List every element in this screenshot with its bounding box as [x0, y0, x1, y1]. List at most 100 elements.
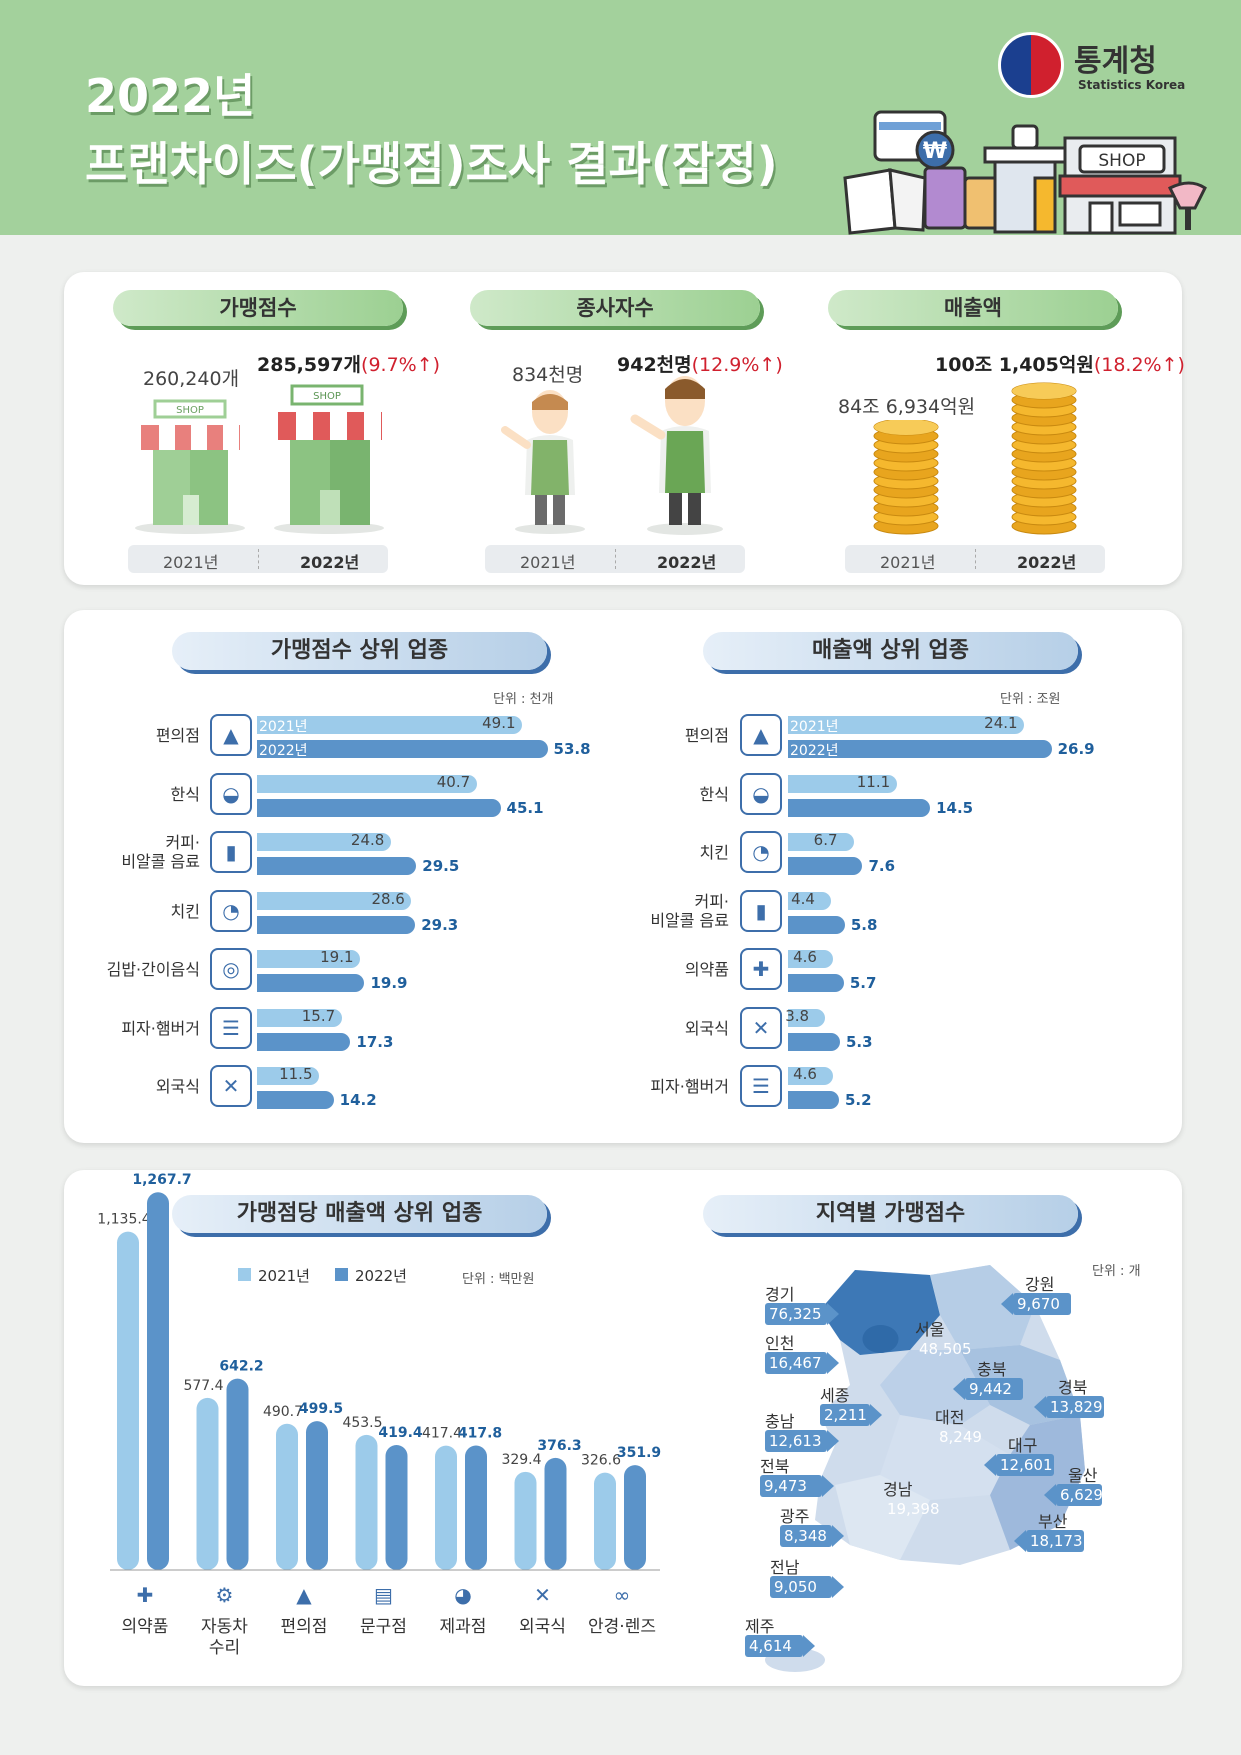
region-value: 18,173 [1014, 1530, 1084, 1552]
bar-2021 [257, 1008, 342, 1027]
bar-2022 [385, 1445, 408, 1570]
bar-2022 [465, 1445, 487, 1570]
region-name: 제주 [745, 1617, 775, 1636]
bar-2021 [788, 774, 897, 793]
statistics-korea-logo: 통계청 Statistics Korea [998, 30, 1198, 100]
bar-2022 [788, 798, 931, 817]
region-value: 48,505 [919, 1340, 972, 1358]
value-2022: 14.2 [339, 1091, 377, 1109]
value-2021: 49.1 [482, 714, 516, 732]
bar-category-label: 치킨 [170, 901, 200, 921]
chart3-title: 가맹점당 매출액 상위 업종 [172, 1195, 547, 1233]
cup-icon: ▮ [740, 889, 782, 932]
won-icon: ₩ [923, 139, 947, 164]
bar-2022 [257, 1091, 334, 1109]
category-label: 문구점 [360, 1617, 407, 1637]
region-value: 4,614 [745, 1635, 815, 1657]
burger-icon: ☰ [740, 1065, 782, 1107]
value-2022: 419.4 [378, 1425, 423, 1441]
region-value: 6,629 [1044, 1484, 1103, 1506]
bar-category-label: 의약품 [684, 960, 729, 979]
region-name: 전남 [770, 1558, 800, 1577]
value-2022: 45.1 [506, 798, 544, 817]
bakery-icon: ◕ [454, 1583, 472, 1607]
value-2022: 14.5 [936, 798, 974, 817]
bar-2021 [257, 1067, 320, 1085]
bar-2021 [257, 891, 412, 910]
value-2021: 11.5 [279, 1065, 313, 1083]
shop-street-illustration: ₩ SHOP [843, 110, 1207, 235]
value-2022: 642.2 [219, 1359, 263, 1375]
bar-category-label: 피자·햄버거 [121, 1018, 200, 1038]
sales-change: (18.2%↑) [1093, 354, 1185, 376]
region-value: 8,249 [939, 1428, 982, 1446]
logo-korean: 통계청 [1074, 44, 1157, 79]
legend-2021-label: 2021년 [258, 1267, 310, 1285]
series-2022-label: 2022년 [259, 743, 308, 759]
region-value: 9,473 [760, 1475, 834, 1497]
region-value: 9,442 [953, 1378, 1023, 1400]
value-2022: 5.2 [844, 1091, 872, 1109]
region-value: 9,670 [1001, 1293, 1071, 1315]
bar-2022 [788, 857, 863, 875]
region-name: 전북 [760, 1457, 790, 1476]
shop-2022-icon: SHOP [274, 384, 384, 534]
region-value: 2,211 [820, 1404, 882, 1426]
category-label: 편의점 [280, 1617, 328, 1637]
bar-category-label: 편의점 [684, 726, 729, 745]
workers-2022-value: 942천명(12.9%↑) [617, 354, 783, 376]
region-name: 울산 [1068, 1466, 1098, 1485]
region-value: 16,467 [765, 1352, 839, 1374]
coin-stack-2022-icon [1011, 382, 1077, 535]
region-value: 76,325 [765, 1303, 839, 1325]
bar-2022 [788, 974, 844, 992]
kimbap-icon: ◎ [210, 948, 252, 990]
region-value: 12,613 [765, 1430, 839, 1452]
convenience-store-icon: ▲ [296, 1583, 312, 1607]
burger-icon: ☰ [210, 1006, 252, 1049]
value-2022: 17.3 [356, 1032, 394, 1051]
region-name: 충북 [977, 1360, 1007, 1379]
bar-category-label: 커피· 비알콜 음료 [121, 833, 200, 871]
workers-year1: 2021년 [520, 553, 576, 572]
series-2021-label: 2021년 [259, 719, 308, 735]
bar-2021 [257, 950, 361, 968]
bar-category-label: 피자·햄버거 [650, 1077, 729, 1096]
value-2022: 53.8 [553, 740, 591, 758]
value-2021: 24.8 [350, 831, 385, 849]
value-2022: 29.3 [421, 915, 459, 934]
value-2021: 490.7 [263, 1404, 303, 1420]
stores-2022-value: 285,597개(9.7%↑) [257, 354, 441, 376]
region-name: 세종 [820, 1386, 850, 1405]
value-2022: 376.3 [537, 1438, 581, 1454]
bar-2021 [257, 774, 477, 793]
workers-year2: 2022년 [657, 553, 717, 572]
region-name: 대전 [935, 1408, 965, 1427]
region-name: 인천 [765, 1334, 795, 1353]
workers-title: 종사자수 [470, 290, 760, 326]
medicine-icon: ✚ [740, 948, 782, 990]
glasses-icon: ∞ [613, 1583, 631, 1607]
bar-2022 [257, 974, 365, 992]
bar-2022 [226, 1378, 249, 1570]
medicine-icon: ✚ [136, 1583, 154, 1607]
value-2022: 29.5 [422, 857, 460, 875]
value-2021: 1,135.4 [97, 1212, 151, 1228]
region-name: 강원 [1025, 1275, 1055, 1294]
series-2021-label: 2021년 [790, 719, 839, 735]
chart2-title: 매출액 상위 업종 [703, 632, 1078, 670]
bar-category-label: 김밥·간이음식 [106, 960, 200, 979]
region-value: 12,601 [984, 1454, 1054, 1476]
category-label: 외국식 [519, 1617, 566, 1637]
value-2022: 5.8 [850, 915, 878, 934]
sales-title: 매출액 [828, 290, 1118, 326]
sales-year2: 2022년 [1017, 553, 1077, 572]
workers-year-bar: 2021년 2022년 [485, 545, 745, 573]
value-2022: 499.5 [299, 1401, 343, 1417]
value-2021: 577.4 [183, 1378, 223, 1394]
sales-year1: 2021년 [880, 553, 936, 572]
category-label: 안경·렌즈 [588, 1617, 656, 1637]
fork-knife-icon: ✕ [740, 1006, 782, 1049]
value-2021: 3.8 [785, 1006, 810, 1025]
chart2-unit: 단위 : 조원 [1000, 692, 1061, 707]
